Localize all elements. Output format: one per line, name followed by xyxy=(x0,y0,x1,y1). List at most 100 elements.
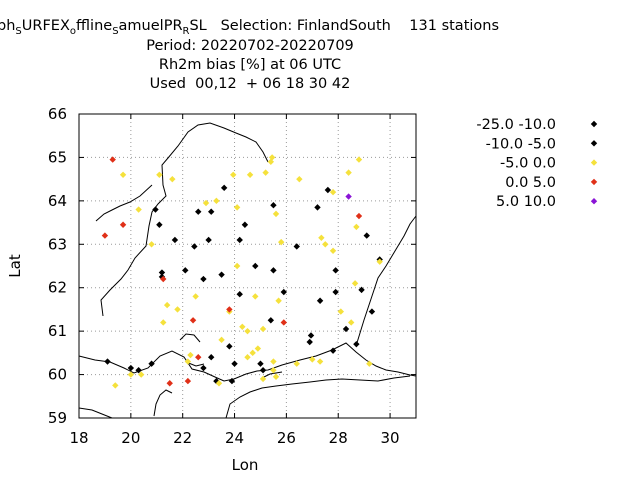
x-tick-label: 26 xyxy=(277,429,296,447)
station-marker xyxy=(324,186,332,194)
station-marker xyxy=(272,373,280,380)
station-marker xyxy=(135,206,142,213)
station-marker xyxy=(215,380,223,387)
legend-label: -10.0 -5.0 xyxy=(486,136,556,152)
station-marker xyxy=(200,364,207,372)
station-marker xyxy=(316,358,324,365)
station-marker xyxy=(174,306,181,313)
station-marker xyxy=(309,356,316,363)
chart-title-line: phSURFEXofflineSamuelPRRSL Selection: Fi… xyxy=(0,18,500,37)
station-marker xyxy=(230,171,237,178)
station-marker xyxy=(104,358,111,365)
station-marker xyxy=(171,236,179,244)
station-marker xyxy=(231,360,238,367)
station-marker xyxy=(332,267,339,274)
plot-frame xyxy=(78,113,417,419)
station-marker xyxy=(318,234,325,241)
station-marker xyxy=(270,367,277,374)
station-marker xyxy=(259,325,267,333)
y-tick-label: 63 xyxy=(48,235,67,253)
station-marker xyxy=(158,269,166,276)
x-tick-label: 30 xyxy=(381,429,400,447)
station-marker xyxy=(189,317,197,324)
station-marker xyxy=(329,247,337,254)
station-marker xyxy=(275,297,282,304)
station-marker xyxy=(163,301,171,309)
station-marker xyxy=(254,345,262,352)
variable-label: Rh2m bias [%] at 06 UTC xyxy=(158,57,342,73)
station-marker xyxy=(184,377,192,385)
station-marker xyxy=(368,308,376,315)
station-marker xyxy=(332,288,339,296)
legend: -25.0 -10.0 -10.0 -5.0 -5.0 0.0 0.0 5.0 5.0 … xyxy=(476,117,598,210)
x-tick-label: 22 xyxy=(173,429,192,447)
station-marker xyxy=(127,371,135,378)
station-marker xyxy=(306,338,313,346)
station-marker xyxy=(152,206,159,213)
station-marker xyxy=(353,223,360,231)
station-marker xyxy=(236,291,243,298)
station-marker xyxy=(278,238,285,246)
station-marker xyxy=(280,319,287,326)
station-marker xyxy=(160,275,167,283)
station-marker xyxy=(233,204,241,211)
y-tick-label: 60 xyxy=(48,366,67,384)
y-tick-label: 61 xyxy=(48,322,67,340)
x-tick-label: 28 xyxy=(329,429,348,447)
used-label: Used 00,12 + 06 18 30 42 xyxy=(149,76,351,92)
station-marker xyxy=(314,204,321,211)
station-marker xyxy=(191,243,198,250)
station-marker xyxy=(239,323,246,330)
station-marker xyxy=(358,286,365,294)
station-marker xyxy=(293,243,300,250)
station-marker xyxy=(218,336,225,344)
station-marker xyxy=(200,275,207,283)
station-marker xyxy=(228,377,236,385)
station-marker xyxy=(109,156,116,163)
station-marker xyxy=(187,351,194,359)
station-marker xyxy=(166,380,173,387)
station-marker xyxy=(169,175,176,183)
station-marker xyxy=(138,371,145,378)
station-marker xyxy=(262,169,269,176)
legend-label: 0.0 5.0 xyxy=(505,175,556,191)
station-marker xyxy=(355,212,363,220)
legend-label: 5.0 10.0 xyxy=(496,194,556,210)
station-marker xyxy=(156,221,163,228)
station-marker xyxy=(135,367,142,374)
station-marker xyxy=(148,241,155,248)
station-marker xyxy=(213,197,220,205)
y-tick-label: 65 xyxy=(48,148,67,166)
station-marker xyxy=(195,208,202,215)
station-marker xyxy=(244,354,251,361)
legend-marker xyxy=(590,159,598,166)
station-marker xyxy=(259,375,267,383)
station-marker xyxy=(347,319,355,326)
y-tick-label: 66 xyxy=(48,105,67,123)
station-marker xyxy=(220,184,228,192)
station-marker xyxy=(195,354,202,361)
station-marker xyxy=(252,293,259,300)
station-marker xyxy=(270,202,277,209)
legend-marker xyxy=(590,140,598,147)
station-marker xyxy=(205,236,212,244)
station-marker xyxy=(208,208,215,215)
y-axis-label: Lat xyxy=(6,254,24,278)
x-tick-label: 24 xyxy=(225,429,244,447)
y-tick-label: 64 xyxy=(48,192,67,210)
station-marker xyxy=(307,332,315,339)
station-marker xyxy=(236,236,243,244)
period-label: Period: 20220702-20220709 xyxy=(146,38,354,54)
station-marker xyxy=(257,360,264,367)
station-marker xyxy=(127,364,135,372)
station-marker xyxy=(156,171,163,178)
station-marker xyxy=(218,271,225,278)
station-marker xyxy=(233,262,241,270)
station-marker xyxy=(101,232,109,239)
station-marker xyxy=(119,221,127,228)
station-marker xyxy=(241,221,249,228)
station-marker xyxy=(182,267,189,274)
station-marker xyxy=(226,343,233,350)
station-marker xyxy=(119,171,127,178)
station-marker xyxy=(322,241,329,248)
